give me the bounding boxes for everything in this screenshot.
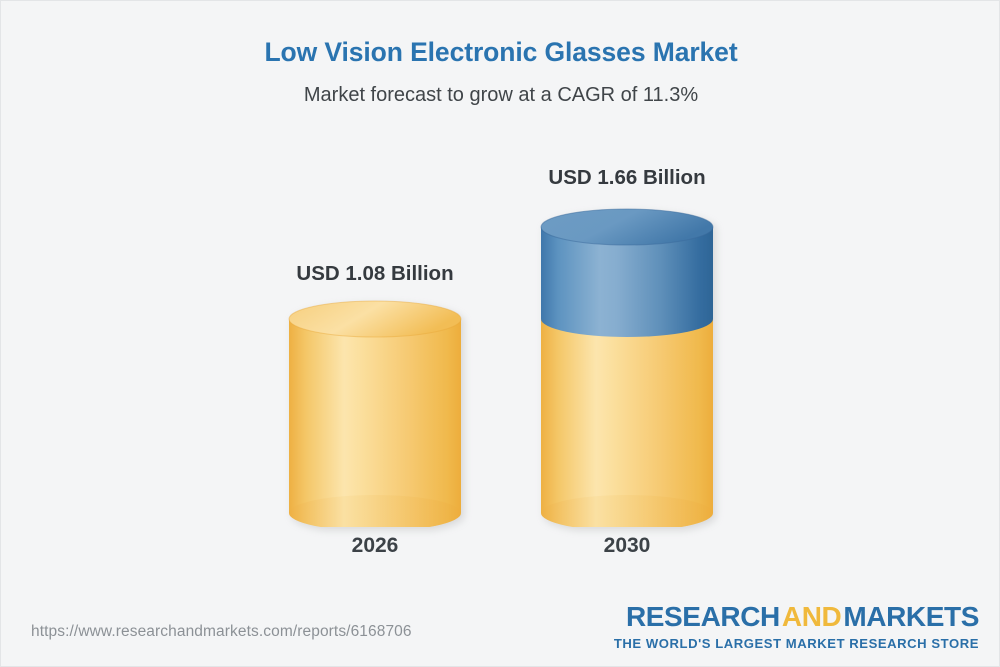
brand-tagline: THE WORLD'S LARGEST MARKET RESEARCH STOR…	[613, 636, 979, 651]
category-label-2026: 2026	[351, 534, 399, 557]
brand-name: RESEARCHANDMARKETS	[614, 603, 979, 631]
chart-subtitle: Market forecast to grow at a CAGR of 11.…	[303, 83, 699, 106]
page-title: Low Vision Electronic Glasses Market	[264, 37, 738, 67]
category-label-2030: 2030	[603, 534, 651, 557]
report-url[interactable]: https://www.researchandmarkets.com/repor…	[31, 623, 412, 640]
bar-cylinder-2030	[540, 208, 714, 527]
brand-word-and: AND	[781, 601, 842, 632]
chart-header: Low Vision Electronic Glasses Market Mar…	[1, 37, 999, 107]
bar-cylinder-2026	[288, 300, 462, 527]
brand-word-research: RESEARCH	[625, 601, 780, 632]
data-label-2026: USD 1.08 Billion	[296, 262, 454, 285]
brand-word-markets: MARKETS	[843, 601, 979, 632]
data-label-2030: USD 1.66 Billion	[548, 166, 706, 189]
brand-logo[interactable]: RESEARCHANDMARKETS THE WORLD'S LARGEST M…	[613, 603, 980, 651]
